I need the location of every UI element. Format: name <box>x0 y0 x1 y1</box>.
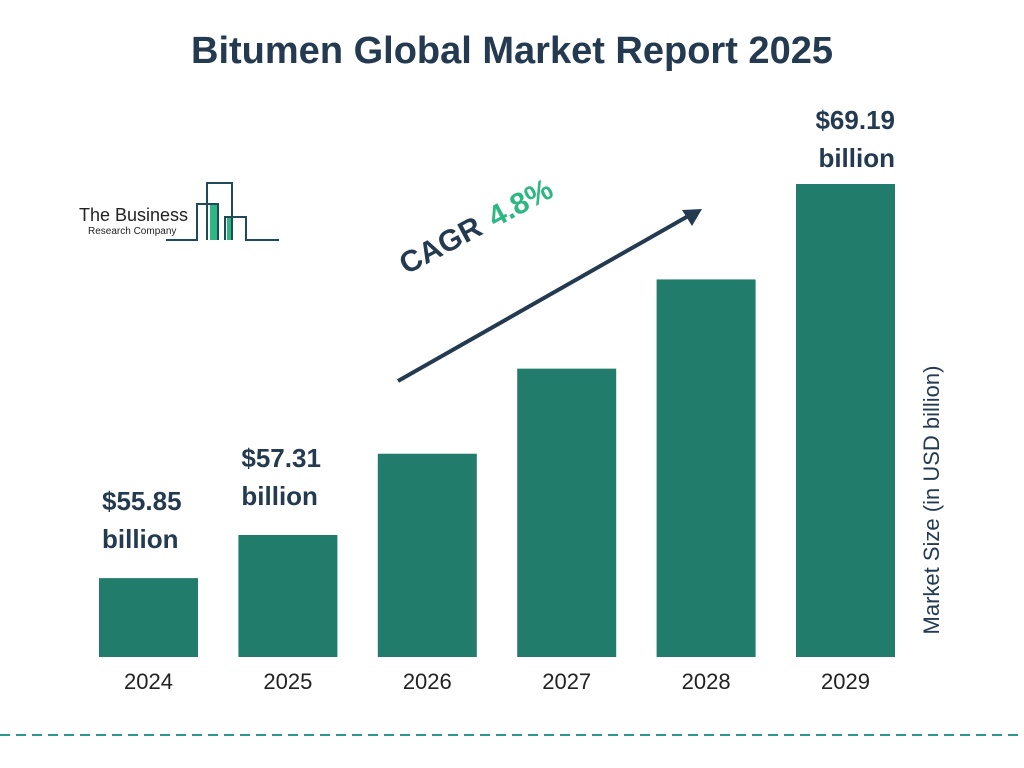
data-label: $69.19 <box>815 105 895 135</box>
y-axis-label: Market Size (in USD billion) <box>919 365 944 635</box>
x-tick-label: 2027 <box>542 669 591 694</box>
data-label: $55.85 <box>102 486 182 516</box>
bar-2024 <box>99 578 198 657</box>
data-label: billion <box>241 481 318 511</box>
cagr-arrow <box>397 213 691 383</box>
data-label: $57.31 <box>241 443 321 473</box>
x-tick-label: 2026 <box>403 669 452 694</box>
bar-2027 <box>517 368 617 657</box>
chart-title: Bitumen Global Market Report 2025 <box>191 30 833 72</box>
bar-2026 <box>377 453 477 657</box>
bar-2029 <box>796 184 895 657</box>
logo-text-line2: Research Company <box>88 226 177 237</box>
bar-2028 <box>656 279 756 657</box>
x-tick-label: 2028 <box>682 669 731 694</box>
x-tick-label: 2025 <box>263 669 312 694</box>
data-label: billion <box>102 524 179 554</box>
data-label: billion <box>818 143 895 173</box>
x-tick-label: 2024 <box>124 669 173 694</box>
logo-text-line1: The Business <box>79 205 189 225</box>
bar-2025 <box>238 534 338 657</box>
x-tick-label: 2029 <box>821 669 870 694</box>
cagr-arrow-head <box>682 209 702 226</box>
